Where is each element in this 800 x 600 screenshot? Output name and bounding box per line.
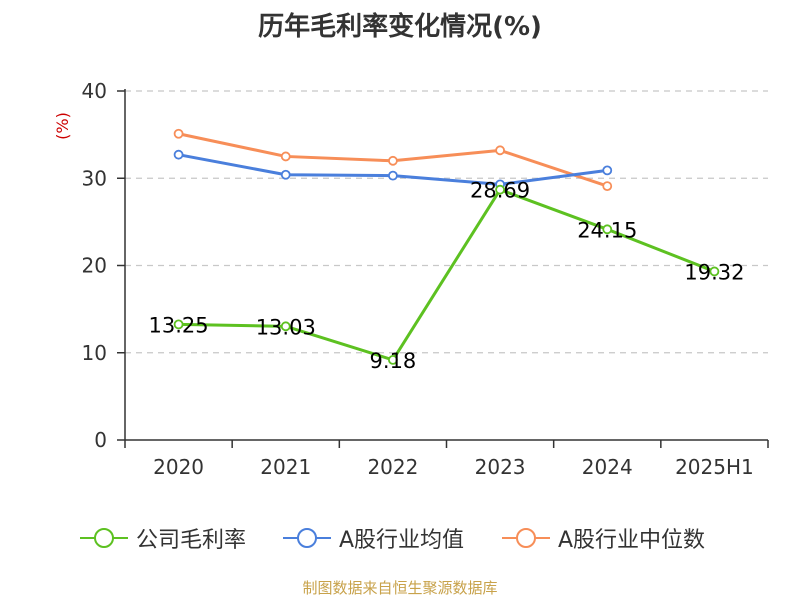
data-point-0 — [280, 321, 291, 332]
legend-line-marker-icon — [502, 528, 550, 548]
legend: 公司毛利率 A股行业均值 A股行业中位数 — [0, 518, 800, 558]
legend-item-industry-average[interactable]: A股行业均值 — [283, 518, 464, 558]
source-note: 制图数据来自恒生聚源数据库 — [302, 579, 498, 597]
legend-item-industry-median[interactable]: A股行业中位数 — [502, 518, 705, 558]
data-point-2 — [280, 151, 291, 162]
y-tick-label: 40 — [82, 79, 107, 103]
legend-label: 公司毛利率 — [136, 528, 247, 553]
data-label: 19.32 — [684, 260, 744, 284]
data-point-1 — [602, 165, 613, 176]
x-tick-label: 2021 — [260, 455, 311, 479]
data-point-0 — [709, 266, 720, 277]
y-axis-label: (%) — [53, 112, 72, 140]
data-point-2 — [602, 181, 613, 192]
x-tick-label: 2023 — [475, 455, 526, 479]
y-tick-label: 0 — [94, 428, 107, 452]
data-point-0 — [388, 355, 398, 365]
y-tick-label: 10 — [82, 341, 107, 365]
data-label: 24.15 — [577, 218, 637, 242]
x-tick-label: 2022 — [367, 455, 418, 479]
data-point-2 — [173, 128, 184, 139]
legend-label: A股行业均值 — [339, 528, 465, 553]
data-point-1 — [280, 169, 291, 180]
data-point-0 — [495, 184, 505, 195]
data-point-1 — [388, 170, 398, 181]
data-label: 13.25 — [149, 313, 209, 337]
data-label: 28.69 — [470, 179, 530, 203]
series-line-0 — [178, 188, 715, 362]
data-label: 13.03 — [256, 315, 316, 339]
data-point-0 — [602, 224, 613, 235]
chart-title: 历年毛利率变化情况(%) — [258, 12, 542, 42]
data-point-1 — [173, 149, 184, 160]
legend-item-company[interactable]: 公司毛利率 — [80, 518, 246, 558]
x-tick-label: 2024 — [582, 455, 633, 479]
x-tick-label: 2025H1 — [675, 455, 754, 479]
legend-label: A股行业中位数 — [558, 528, 706, 553]
x-tick-label: 2020 — [153, 455, 204, 479]
data-point-0 — [173, 319, 184, 330]
data-point-2 — [495, 145, 505, 156]
legend-line-marker-icon — [283, 528, 331, 548]
data-label: 9.18 — [370, 349, 417, 373]
legend-line-marker-icon — [80, 528, 128, 548]
data-point-2 — [388, 155, 398, 166]
y-tick-label: 20 — [82, 254, 107, 278]
y-tick-label: 30 — [82, 166, 107, 190]
